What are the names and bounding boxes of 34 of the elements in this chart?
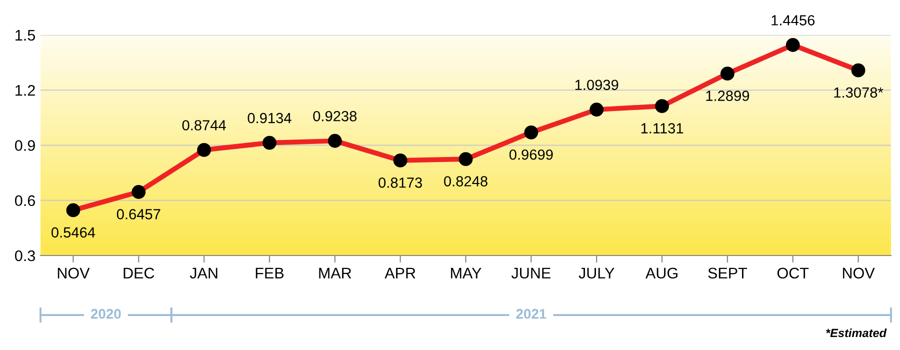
data-label: 0.8173 [378, 178, 422, 188]
data-label: 0.5464 [51, 227, 96, 238]
text: 2021 [516, 308, 546, 319]
y-tick-label: 0.9 [15, 140, 35, 151]
x-tick-label: MAY [451, 268, 482, 278]
x-tick-label: JUNE [511, 268, 550, 279]
x-tick-label: NOV [842, 268, 875, 279]
y-tick-label: 1.2 [16, 84, 35, 96]
x-tick-label: FEB [256, 268, 284, 278]
data-label: 1.3078* [834, 87, 884, 98]
x-tick-label: JAN [190, 268, 218, 279]
y-tick-label: 0.3 [15, 250, 35, 262]
y-tick-label: 0.6 [15, 195, 35, 206]
text: 2020 [90, 308, 121, 319]
data-label: 0.8744 [182, 120, 226, 130]
data-label: 0.8248 [444, 176, 488, 186]
data-label: 1.1131 [641, 123, 684, 134]
x-tick-label: MAR [319, 268, 352, 278]
x-tick-label: SEPT [708, 268, 748, 279]
x-tick-label: AUG [645, 268, 678, 279]
data-label: 0.9238 [313, 111, 357, 122]
x-tick-label: JULY [578, 268, 614, 279]
data-label: 0.9699 [509, 149, 553, 160]
y-tick-label: 1.5 [16, 30, 35, 41]
data-label: 1.0939 [575, 80, 618, 90]
data-label: 0.9134 [248, 112, 292, 124]
x-tick-label: APR [384, 268, 416, 278]
data-label: 1.2899 [706, 90, 750, 101]
x-tick-label: OCT [777, 268, 809, 279]
text: *Estimated [826, 328, 887, 338]
data-label: 0.6457 [116, 209, 160, 220]
data-label: 1.4456 [772, 15, 815, 26]
x-tick-label: DEC [124, 268, 154, 279]
x-tick-label: NOV [58, 268, 90, 279]
